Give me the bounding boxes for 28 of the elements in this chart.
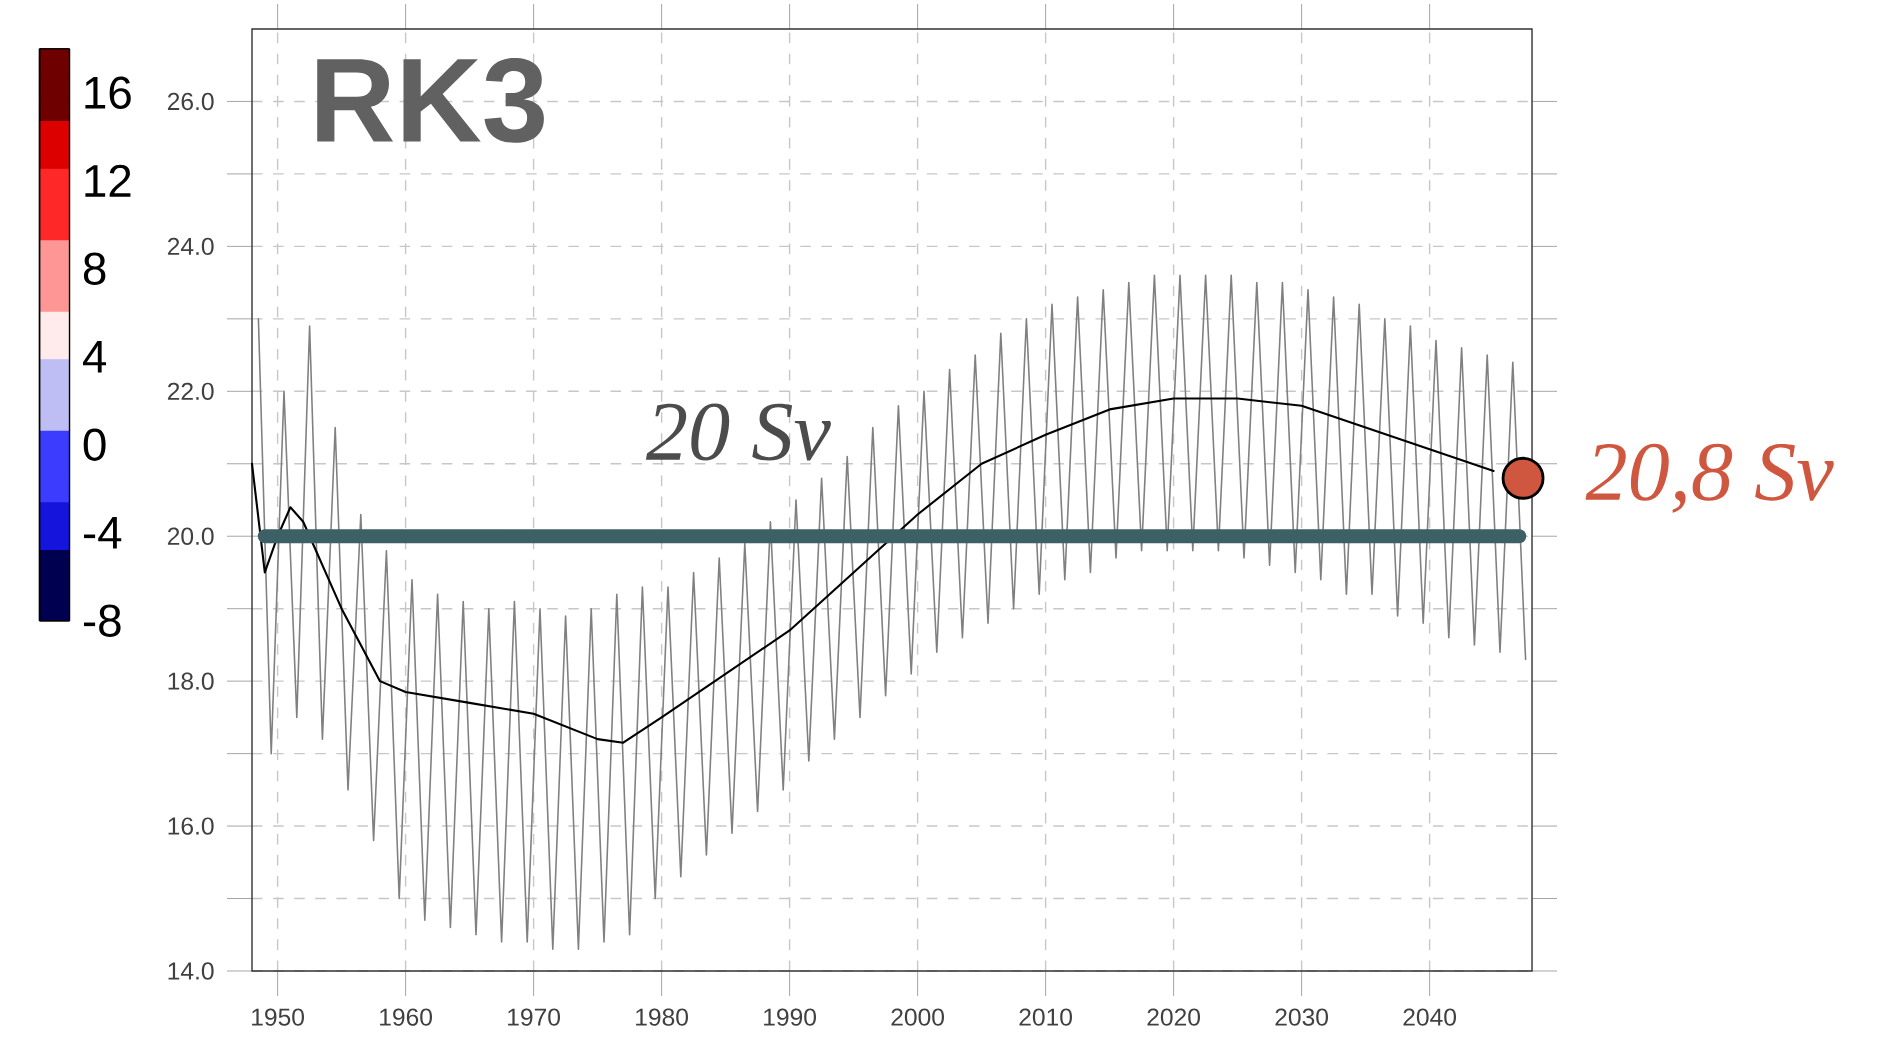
x-tick-label: 2000 bbox=[891, 1008, 945, 1027]
color-bar-label: 16 bbox=[85, 76, 131, 110]
y-tick-label: 14.0 bbox=[168, 962, 214, 980]
x-tick-label: 1970 bbox=[508, 1008, 561, 1027]
annotation: 20,8 Sv bbox=[1585, 443, 1834, 513]
color-bar-label: 12 bbox=[85, 165, 131, 197]
x-tick-label: 1980 bbox=[636, 1008, 689, 1027]
color-bar-label: 0 bbox=[83, 428, 106, 462]
line-series bbox=[257, 274, 1527, 951]
y-tick-label: 22.0 bbox=[167, 382, 214, 401]
x-tick-label: 1950 bbox=[252, 1008, 305, 1027]
x-tick-label: 2030 bbox=[1275, 1008, 1329, 1027]
x-tick-label: 1960 bbox=[380, 1008, 433, 1027]
color-bar-label: -4 bbox=[83, 517, 122, 549]
y-tick-label: 24.0 bbox=[167, 237, 214, 256]
x-tick-label: 2020 bbox=[1147, 1008, 1201, 1027]
color-bar-label: 4 bbox=[82, 341, 107, 373]
y-tick-label: 18.0 bbox=[168, 672, 214, 691]
chart-title: RK3 bbox=[317, 58, 544, 143]
ref-line-label: 20 Sv bbox=[645, 403, 831, 461]
y-tick-label: 16.0 bbox=[168, 817, 214, 835]
x-tick-label: 2040 bbox=[1403, 1008, 1457, 1027]
y-tick-label: 26.0 bbox=[167, 93, 214, 111]
color-bar-label: -8 bbox=[83, 604, 121, 638]
color-bar-label: 8 bbox=[83, 252, 106, 286]
y-tick-label: 20.0 bbox=[167, 527, 214, 546]
x-tick-label: 1990 bbox=[764, 1008, 817, 1027]
x-tick-label: 2010 bbox=[1019, 1008, 1073, 1027]
